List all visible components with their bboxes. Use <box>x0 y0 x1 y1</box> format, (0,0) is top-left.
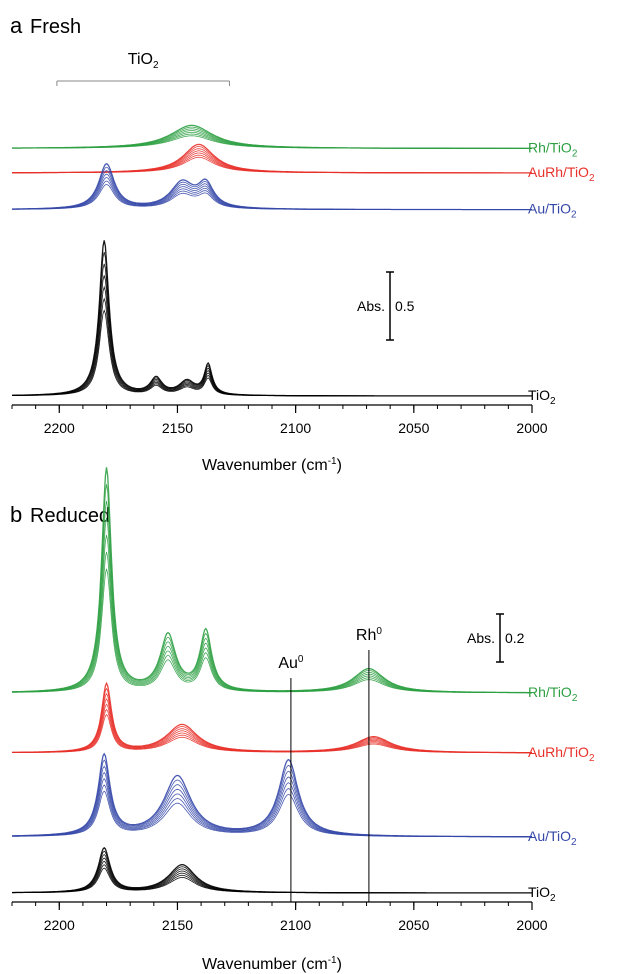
series-line <box>12 150 532 174</box>
series-line <box>12 154 532 174</box>
series-line <box>12 148 532 174</box>
panel-name: Fresh <box>30 16 81 38</box>
scale-bar-label: Abs. <box>357 298 385 314</box>
x-axis: 2200 2150 2100 2050 2000 Wavenumber (cm-1) <box>11 901 548 973</box>
series-line <box>12 860 532 894</box>
series-line <box>12 177 532 210</box>
series-rh-tio2: Rh/TiO2 <box>11 467 578 704</box>
series-label: AuRh/TiO2 <box>528 164 595 184</box>
series-line <box>12 687 533 754</box>
series-line <box>12 297 532 397</box>
series-label: TiO2 <box>528 387 556 407</box>
panel-a: a Fresh Rh/TiO2 AuRh/TiO2 Au/TiO2 TiO2 2200 215… <box>10 13 595 474</box>
series-line <box>12 681 532 754</box>
tick-label: 2200 <box>44 917 75 933</box>
series-line <box>12 765 532 838</box>
panel-letter: b <box>10 502 22 527</box>
tick-label: 2050 <box>398 420 429 436</box>
series-line <box>12 128 532 149</box>
reference-label: Au0 <box>278 654 304 672</box>
series-line <box>12 263 532 397</box>
series-au-tio2: Au/TiO2 <box>11 162 577 221</box>
series-line <box>12 124 532 149</box>
series-line <box>11 173 532 210</box>
series-au-tio2: Au/TiO2 <box>11 752 577 848</box>
scale-bar-value: 0.2 <box>505 630 525 646</box>
series-line <box>12 285 532 397</box>
series-line <box>11 467 532 694</box>
series-line <box>12 152 532 174</box>
series-aurh-tio2: AuRh/TiO2 <box>12 143 595 184</box>
series-line <box>12 162 532 211</box>
tick-label: 2000 <box>516 917 547 933</box>
tick-label: 2150 <box>162 917 193 933</box>
panel-letter: a <box>10 13 23 38</box>
series-line <box>12 867 532 894</box>
bracket-label: TiO2 <box>128 51 159 71</box>
scale-bar: Abs. 0.5 <box>357 271 415 341</box>
reference-label: Rh0 <box>356 626 382 644</box>
series-line <box>12 275 532 397</box>
tick-label: 2100 <box>280 917 311 933</box>
tio2-bracket: TiO2 <box>56 51 230 86</box>
tick-label: 2150 <box>162 420 193 436</box>
series-line <box>12 146 532 174</box>
series-line <box>12 752 532 838</box>
tick-label: 2000 <box>516 420 547 436</box>
x-axis: 2200 2150 2100 2050 2000 Wavenumber (cm-1) <box>11 404 548 474</box>
series-label: Rh/TiO2 <box>528 684 578 704</box>
scale-bar-label: Abs. <box>467 630 495 646</box>
scale-bar-value: 0.5 <box>395 298 415 314</box>
reference-lines: Au0 Rh0 <box>278 626 382 902</box>
series-aurh-tio2: AuRh/TiO2 <box>12 681 595 764</box>
series-label: Rh/TiO2 <box>528 139 578 159</box>
series-label: TiO2 <box>528 884 556 904</box>
panel-name: Reduced <box>30 505 110 527</box>
series-line <box>11 180 532 210</box>
series-line <box>11 501 532 693</box>
tick-label: 2050 <box>398 917 429 933</box>
series-tio2: TiO2 <box>11 846 556 904</box>
series-line <box>12 126 532 149</box>
series-line <box>12 143 532 174</box>
series-label: AuRh/TiO2 <box>528 744 595 764</box>
series-tio2: TiO2 <box>12 240 556 407</box>
scale-bar: Abs. 0.2 <box>467 613 525 663</box>
series-line <box>12 240 532 397</box>
x-axis-title: Wavenumber (cm-1) <box>202 456 342 474</box>
series-rh-tio2: Rh/TiO2 <box>12 124 578 159</box>
tick-label: 2200 <box>44 420 75 436</box>
tick-label: 2100 <box>280 420 311 436</box>
series-line <box>12 846 532 894</box>
x-axis-title: Wavenumber (cm-1) <box>202 955 342 973</box>
series-label: Au/TiO2 <box>528 201 577 221</box>
series-label: Au/TiO2 <box>528 828 577 848</box>
series-line <box>12 309 532 397</box>
series-line <box>11 778 532 838</box>
series-line <box>12 864 532 894</box>
series-line <box>12 170 532 210</box>
